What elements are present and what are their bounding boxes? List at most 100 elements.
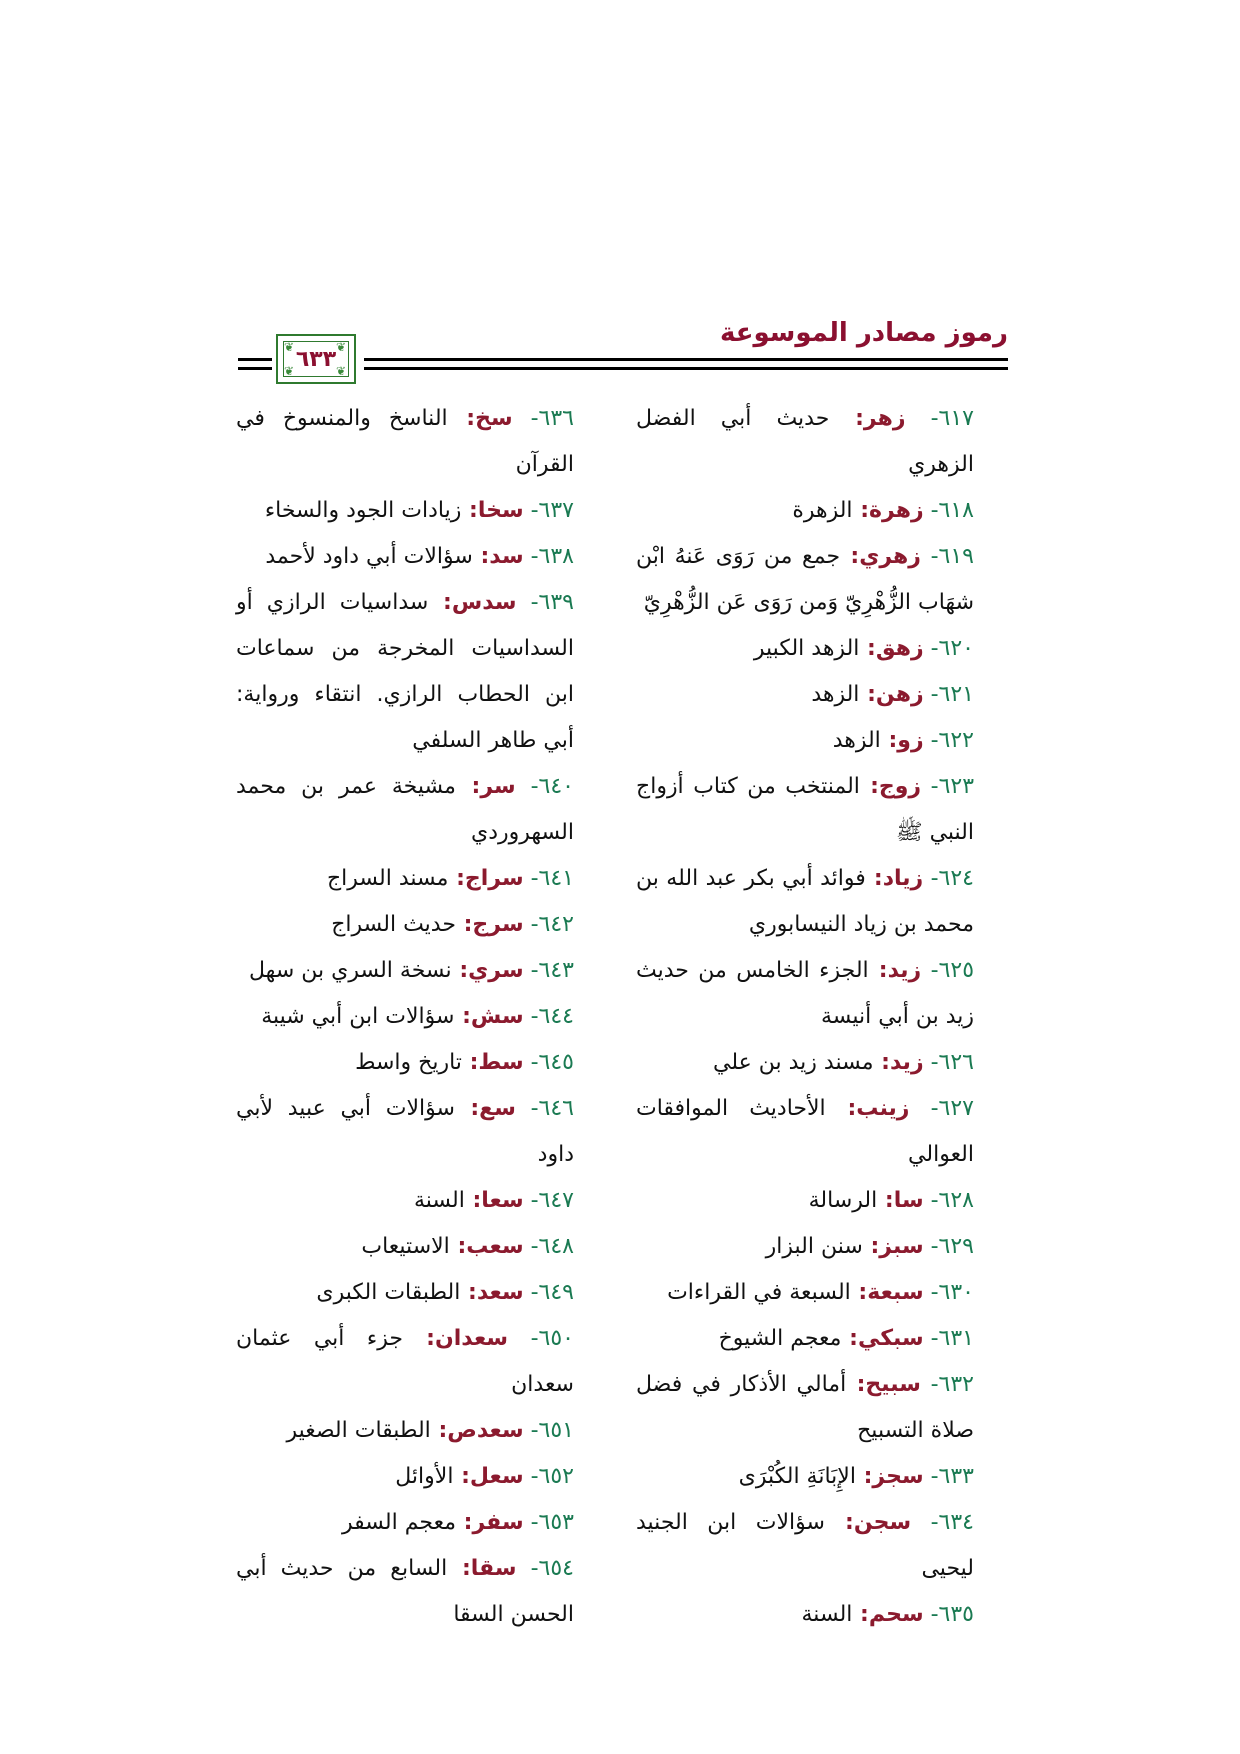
entry-number: ٦٢٢: [938, 728, 974, 753]
header-rule-short-top: [238, 358, 272, 361]
source-entry: ٦٥٣- سفر: معجم السفر: [236, 1500, 574, 1546]
entry-dash: -: [523, 1234, 539, 1259]
entry-title: تاريخ واسط: [355, 1050, 462, 1075]
entry-colon: :: [454, 1096, 480, 1121]
entry-dash: -: [923, 1464, 939, 1489]
page-number-inner-frame: [283, 341, 349, 377]
entry-colon: :: [455, 912, 473, 937]
entry-colon: :: [461, 498, 478, 523]
entry-dash: -: [516, 1556, 539, 1581]
entry-colon: :: [859, 636, 876, 661]
source-entry: ٦٣٨- سد: سؤالات أبي داود لأحمد: [236, 534, 574, 580]
entry-title: السنة: [801, 1602, 853, 1627]
entry-number: ٦١٩: [938, 544, 974, 569]
entry-dash: -: [523, 1050, 539, 1075]
entry-code: زياد: [882, 866, 924, 891]
entry-number: ٦٢٧: [938, 1096, 974, 1121]
entry-code: زو: [897, 728, 924, 753]
entry-colon: :: [825, 1096, 857, 1121]
entry-title: حديث السراج: [331, 912, 456, 937]
entry-code: سعدان: [434, 1326, 509, 1351]
entry-code: سد: [489, 544, 524, 569]
entry-title: السنة: [413, 1188, 465, 1213]
entry-title: الزهد: [832, 728, 881, 753]
entry-colon: :: [852, 498, 870, 523]
entry-code: سبكي: [857, 1326, 924, 1351]
entry-code: سدس: [451, 590, 517, 615]
source-entry: ٦٣٥- سحم: السنة: [636, 1592, 974, 1638]
entry-title: مسند السراج: [326, 866, 449, 891]
source-entry: ٦٢٨- سا: الرسالة: [636, 1178, 974, 1224]
entry-dash: -: [523, 912, 539, 937]
entry-title: الزهد الكبير: [753, 636, 860, 661]
entry-code: سخ: [475, 406, 513, 431]
entry-colon: :: [859, 774, 879, 799]
entry-colon: :: [403, 1326, 435, 1351]
entry-colon: :: [865, 866, 883, 891]
entry-dash: -: [921, 774, 939, 799]
source-entry: ٦٣٣- سجز: الإِبَانَةِ الكُبْرَى: [636, 1454, 974, 1500]
entry-dash: -: [920, 1372, 939, 1397]
entry-colon: :: [461, 1050, 479, 1075]
entry-title: حديث أبي الفضل الزهري: [636, 406, 974, 477]
entry-code: سط: [478, 1050, 524, 1075]
source-entry: ٦٢٩- سبز: سنن البزار: [636, 1224, 974, 1270]
entry-number: ٦٢٩: [938, 1234, 974, 1259]
entry-colon: :: [824, 1510, 854, 1535]
entry-number: ٦٤٧: [538, 1188, 574, 1213]
entry-colon: :: [453, 1464, 470, 1489]
source-entry: ٦٤٤- سش: سؤالات ابن أبي شيبة: [236, 994, 574, 1040]
entry-dash: -: [523, 958, 539, 983]
entry-number: ٦٣٠: [938, 1280, 974, 1305]
entry-title: سؤالات ابن الجنيد ليحيى: [636, 1510, 974, 1581]
header-rule-long-top: [364, 358, 1008, 361]
entry-code: سعب: [466, 1234, 524, 1259]
entry-dash: -: [923, 1326, 939, 1351]
source-entry: ٦٤٣- سري: نسخة السري بن سهل: [236, 948, 574, 994]
entry-title: سداسيات الرازي أو السداسيات المخرجة من س…: [236, 590, 574, 753]
entry-title: زيادات الجود والسخاء: [264, 498, 462, 523]
entry-title: فوائد أبي بكر عبد الله بن محمد بن زياد ا…: [636, 866, 974, 937]
entry-colon: :: [447, 406, 476, 431]
entry-code: سع: [479, 1096, 516, 1121]
entry-title: الزهد: [811, 682, 860, 707]
source-entry: ٦٤٠- سر: مشيخة عمر بن محمد السهروردي: [236, 764, 574, 856]
running-header-title: رموز مصادر الموسوعة: [719, 318, 1008, 348]
entry-title: سؤالات أبي داود لأحمد: [265, 544, 473, 569]
entry-colon: :: [455, 1510, 473, 1535]
entry-code: سجز: [872, 1464, 924, 1489]
entry-colon: :: [449, 1234, 467, 1259]
entry-code: زهق: [875, 636, 924, 661]
entry-code: سرج: [472, 912, 524, 937]
entry-title: الطبقات الصغير: [286, 1418, 431, 1443]
entry-dash: -: [508, 1326, 539, 1351]
entry-colon: :: [460, 1280, 477, 1305]
entry-number: ٦٤٢: [538, 912, 574, 937]
entry-colon: :: [873, 1050, 890, 1075]
entry-number: ٦٢٦: [938, 1050, 974, 1075]
entry-number: ٦٤٤: [538, 1004, 574, 1029]
entry-code: سبيح: [865, 1372, 921, 1397]
entry-code: سحم: [868, 1602, 924, 1627]
source-entry: ٦٤٩- سعد: الطبقات الكبرى: [236, 1270, 574, 1316]
source-entry: ٦٤٥- سط: تاريخ واسط: [236, 1040, 574, 1086]
entry-colon: :: [447, 1556, 471, 1581]
entry-title: نسخة السري بن سهل: [249, 958, 452, 983]
entry-code: سراج: [464, 866, 524, 891]
entry-dash: -: [523, 498, 539, 523]
entry-code: سعا: [481, 1188, 524, 1213]
ornament-icon: ❦: [336, 364, 347, 378]
entry-code: سري: [468, 958, 524, 983]
entry-title: مشيخة عمر بن محمد السهروردي: [236, 774, 574, 845]
ornament-icon: ❦: [336, 340, 347, 354]
source-entry: ٦٤١- سراج: مسند السراج: [236, 856, 574, 902]
entry-dash: -: [523, 866, 539, 891]
entry-colon: :: [451, 958, 469, 983]
entry-colon: :: [829, 406, 864, 431]
source-entry: ٦٥٢- سعل: الأوائل: [236, 1454, 574, 1500]
entry-code: زوج: [878, 774, 922, 799]
source-entry: ٦٢٥- زيد: الجزء الخامس من حديث زيد بن أب…: [636, 948, 974, 1040]
entry-title: المنتخب من كتاب أزواج النبي ﷺ: [636, 774, 974, 845]
entry-code: زيد: [887, 958, 922, 983]
entry-code: سخا: [477, 498, 524, 523]
